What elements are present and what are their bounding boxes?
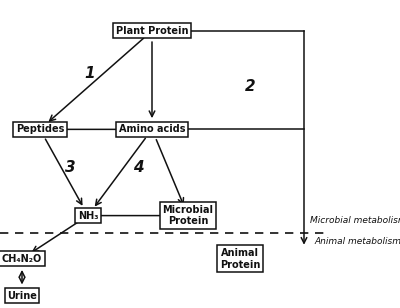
- Text: Peptides: Peptides: [16, 124, 64, 134]
- Text: Animal
Protein: Animal Protein: [220, 248, 260, 270]
- Text: Microbial metabolism: Microbial metabolism: [310, 216, 400, 225]
- Text: Amino acids: Amino acids: [119, 124, 185, 134]
- Text: 1: 1: [85, 67, 95, 81]
- Text: Plant Protein: Plant Protein: [116, 26, 188, 36]
- Text: CH₄N₂O: CH₄N₂O: [2, 254, 42, 264]
- Text: NH₃: NH₃: [78, 211, 98, 221]
- Text: Animal metabolism: Animal metabolism: [314, 237, 400, 246]
- Text: Microbial
Protein: Microbial Protein: [162, 205, 214, 226]
- Text: 2: 2: [245, 79, 255, 94]
- Text: 3: 3: [65, 160, 75, 175]
- Text: Urine: Urine: [7, 291, 37, 301]
- Text: 4: 4: [133, 160, 143, 175]
